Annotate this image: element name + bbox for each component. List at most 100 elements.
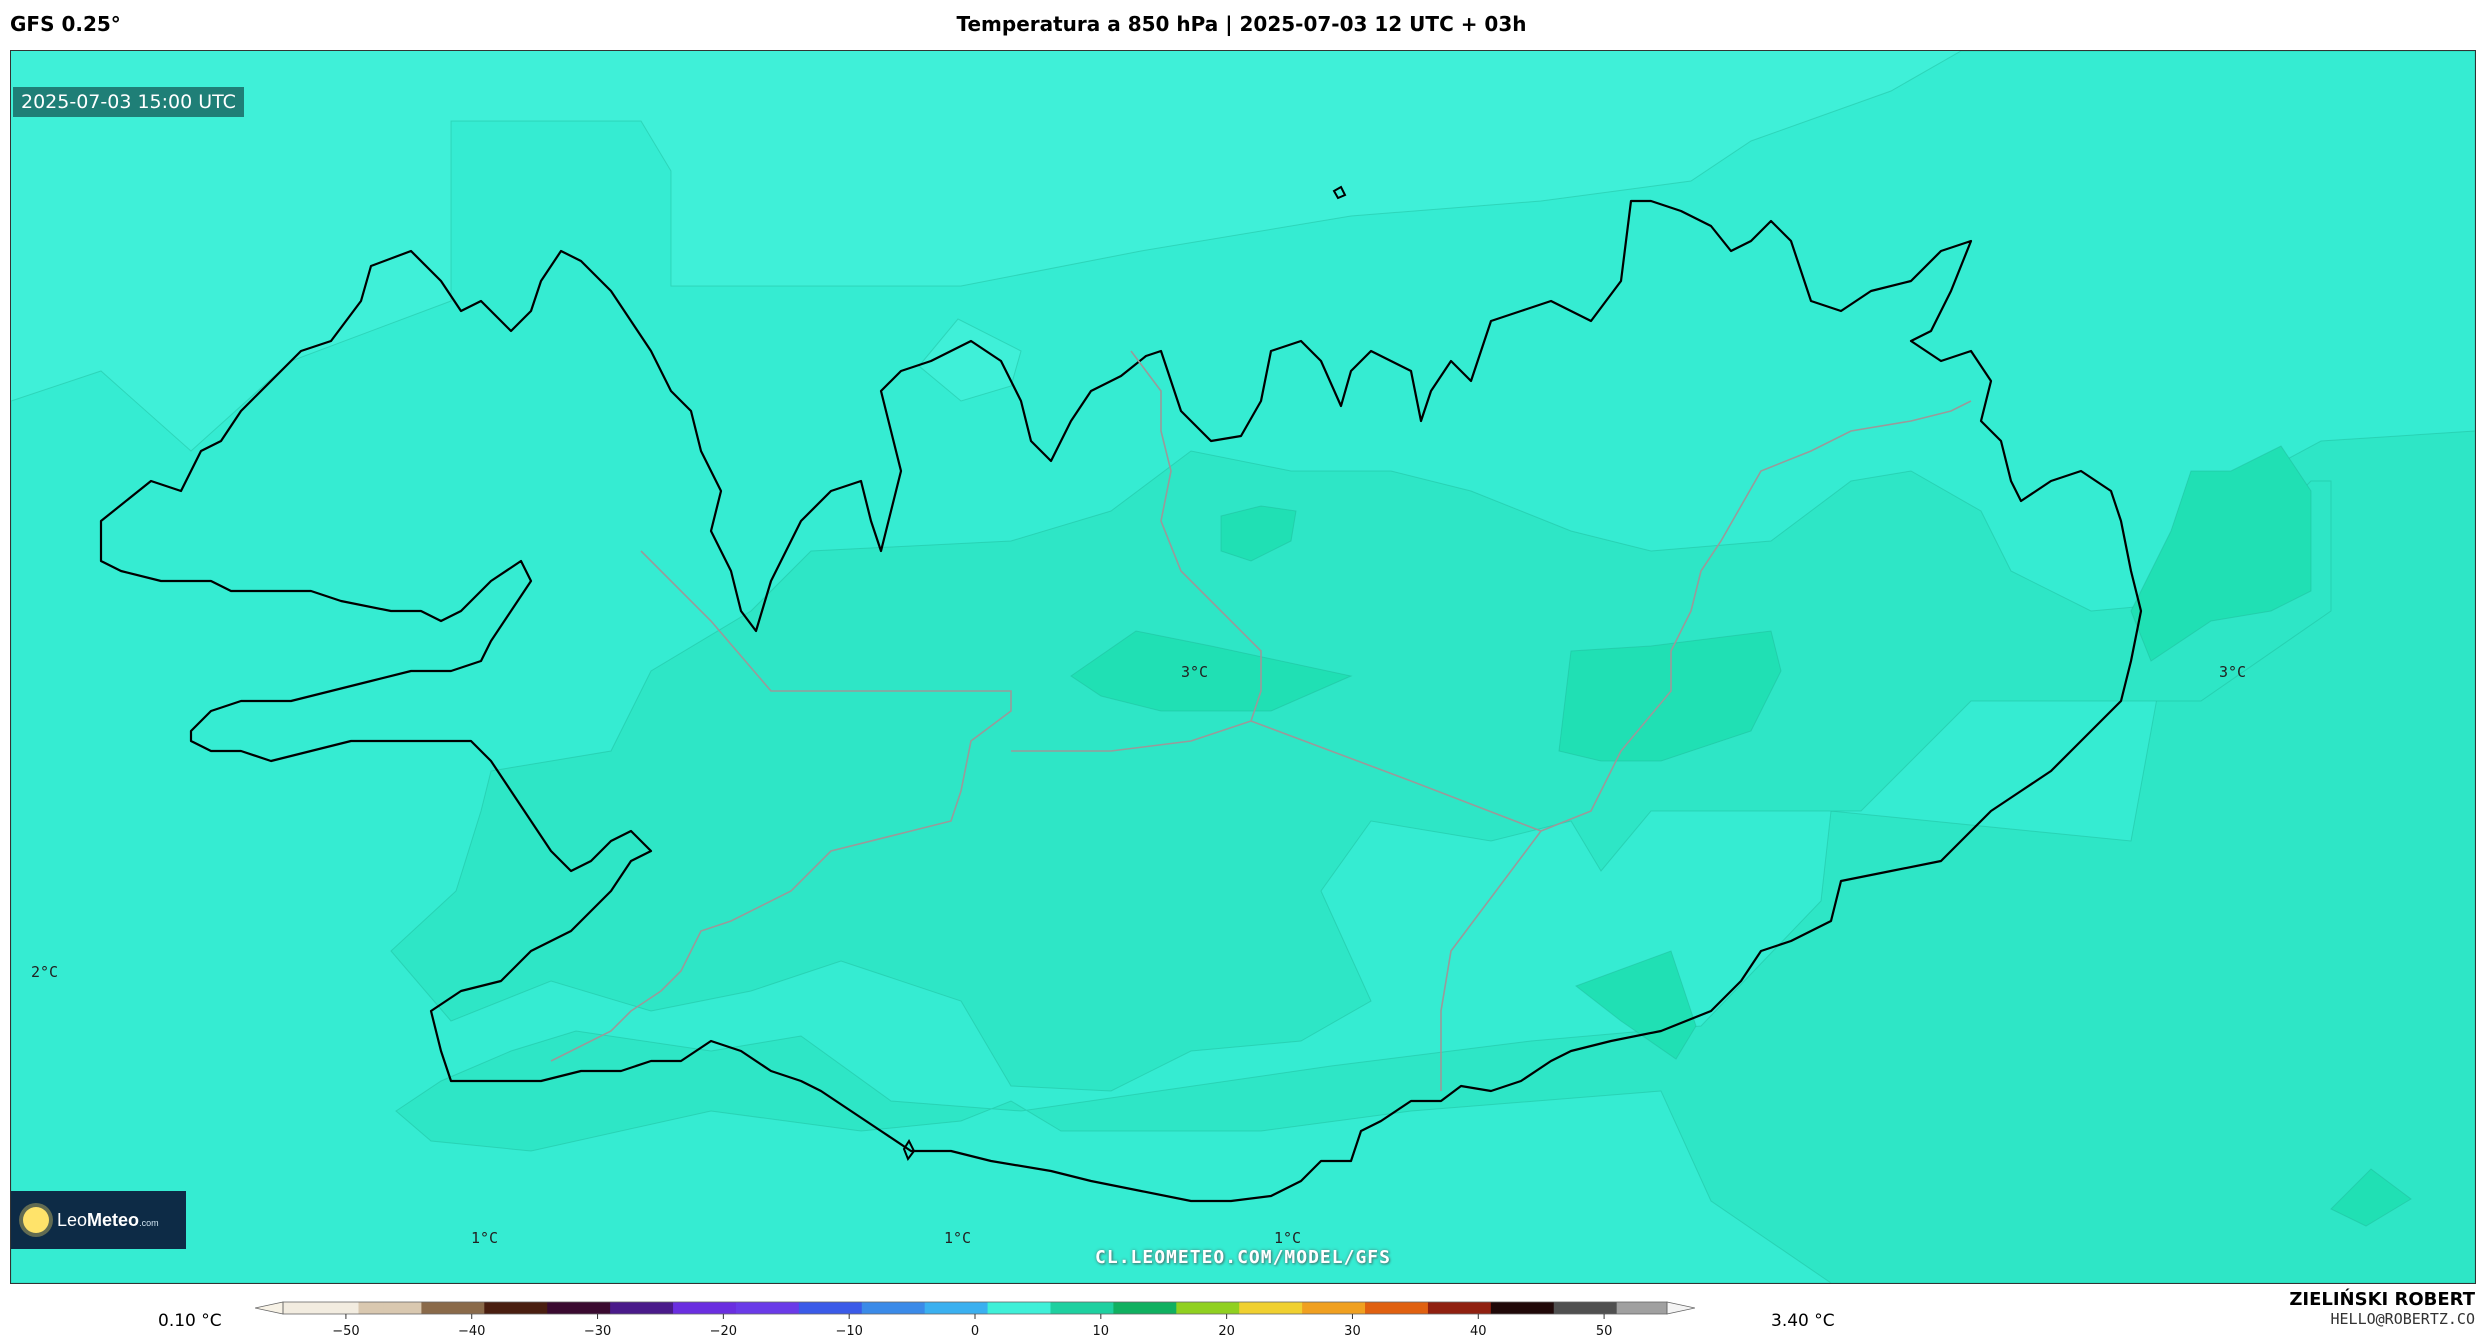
colorbar-segment (1188, 1302, 1203, 1314)
colorbar-segment (1125, 1302, 1140, 1314)
author-name: ZIELIŃSKI ROBERT (2289, 1289, 2475, 1310)
colorbar-segment (547, 1302, 561, 1314)
colorbar-segment (396, 1302, 410, 1314)
colorbar-segment (1578, 1302, 1593, 1314)
colorbar-segment (1553, 1302, 1567, 1314)
colorbar-segment (1641, 1302, 1656, 1314)
colorbar-tick-label: 50 (1596, 1324, 1613, 1339)
colorbar-segment (1528, 1302, 1542, 1314)
colorbar-segment (333, 1302, 347, 1314)
colorbar-segment (773, 1302, 787, 1314)
colorbar-tick-label: 10 (1093, 1324, 1110, 1339)
colorbar-segment (1163, 1302, 1177, 1314)
colorbar-segment (559, 1302, 573, 1314)
colorbar-segment (1276, 1302, 1291, 1314)
colorbar-segment (371, 1302, 385, 1314)
colorbar-segment (1012, 1302, 1026, 1314)
colorbar-segment (1113, 1302, 1127, 1314)
colorbar-segment (1352, 1302, 1366, 1314)
colorbar-segment (1327, 1302, 1341, 1314)
colorbar-tick-label: −10 (835, 1324, 862, 1339)
colorbar-segment (660, 1302, 674, 1314)
contour-region-north-lake (918, 318, 1022, 402)
temperature-label-south-1: 1°C (471, 1229, 499, 1247)
colorbar-segment (1050, 1302, 1064, 1314)
colorbar-segment (459, 1302, 473, 1314)
temperature-label-south-3: 1°C (1274, 1229, 1302, 1247)
colorbar-segment (1037, 1302, 1052, 1314)
colorbar-segment (1302, 1302, 1316, 1314)
colorbar-segment (861, 1302, 875, 1314)
colorbar-segment (1478, 1302, 1492, 1314)
colorbar: −50 −40 −30 −20 −10 0 10 20 30 40 50 (255, 1301, 1695, 1339)
temperature-label-center: 3°C (1181, 663, 1209, 681)
colorbar-segment (345, 1302, 360, 1314)
colorbar-tick-label: −20 (710, 1324, 737, 1339)
colorbar-segment (1453, 1302, 1467, 1314)
colorbar-segment (308, 1302, 322, 1314)
sun-icon (23, 1207, 49, 1233)
island-north (1332, 185, 1347, 200)
colorbar-extend-max (1666, 1301, 1695, 1315)
colorbar-segment (1415, 1302, 1429, 1314)
colorbar-segment (1339, 1302, 1354, 1314)
colorbar-max-label: 3.40 °C (1771, 1311, 1835, 1331)
contour-region-east-highland (1558, 630, 1782, 762)
colorbar-segment (1100, 1302, 1114, 1314)
colorbar-segment (1251, 1302, 1265, 1314)
contour-region-north-cap (1220, 505, 1297, 562)
colorbar-segment (698, 1302, 712, 1314)
contour-region-level-2 (395, 430, 2475, 1283)
colorbar-segment (597, 1302, 611, 1314)
colorbar-segment (962, 1302, 976, 1314)
colorbar-segment (1604, 1302, 1618, 1314)
colorbar-segment (798, 1302, 813, 1314)
colorbar-segment (949, 1302, 964, 1314)
colorbar-segment (836, 1302, 850, 1314)
colorbar-tick-label: 30 (1344, 1324, 1361, 1339)
colorbar-segment (584, 1302, 599, 1314)
colorbar-segment (710, 1302, 724, 1314)
colorbar-segment (647, 1302, 662, 1314)
colorbar-segment (924, 1302, 938, 1314)
colorbar-segment (987, 1302, 1001, 1314)
colorbar-segment (899, 1302, 913, 1314)
colorbar-segment (1289, 1302, 1303, 1314)
colorbar-segment (723, 1302, 737, 1314)
colorbar-segment (1591, 1302, 1605, 1314)
colorbar-segment (408, 1302, 422, 1314)
temperature-label-west: 2°C (31, 963, 59, 981)
colorbar-segment (748, 1302, 762, 1314)
colorbar-extend-min (255, 1301, 284, 1315)
colorbar-segment (1654, 1302, 1668, 1314)
temperature-map[interactable]: 2025-07-03 15:00 UTC 3°C 3°C 2°C 1°C 1°C… (10, 50, 2476, 1284)
colorbar-segment (635, 1302, 649, 1314)
colorbar-segment (1239, 1302, 1253, 1314)
colorbar-segment (1566, 1302, 1580, 1314)
colorbar-segment (673, 1302, 687, 1314)
author-email[interactable]: HELLO@ROBERTZ.CO (2330, 1310, 2476, 1328)
colorbar-segment (572, 1302, 586, 1314)
colorbar-tick-label: 0 (971, 1324, 979, 1339)
colorbar-segment (824, 1302, 838, 1314)
colorbar-segment (484, 1302, 498, 1314)
temperature-label-south-2: 1°C (944, 1229, 972, 1247)
leometeo-logo[interactable]: LeoMeteo.com (11, 1191, 186, 1249)
colorbar-segment (1264, 1302, 1278, 1314)
colorbar-segment (1440, 1302, 1454, 1314)
colorbar-segment (509, 1302, 523, 1314)
colorbar-segment (1176, 1302, 1190, 1314)
contour-region-far-east (2130, 445, 2312, 662)
author-credit: ZIELIŃSKI ROBERT HELLO@ROBERTZ.CO (2289, 1289, 2475, 1328)
colorbar-segment (522, 1302, 536, 1314)
colorbar-segment (320, 1302, 334, 1314)
colorbar-segment (1490, 1302, 1505, 1314)
colorbar-segment (1427, 1302, 1442, 1314)
colorbar-tick-label: 40 (1470, 1324, 1487, 1339)
coastline (99, 199, 2143, 1203)
colorbar-segment (433, 1302, 448, 1314)
colorbar-segment (622, 1302, 636, 1314)
colorbar-segment (937, 1302, 951, 1314)
colorbar-segment (610, 1302, 624, 1314)
map-canvas (11, 51, 2475, 1283)
